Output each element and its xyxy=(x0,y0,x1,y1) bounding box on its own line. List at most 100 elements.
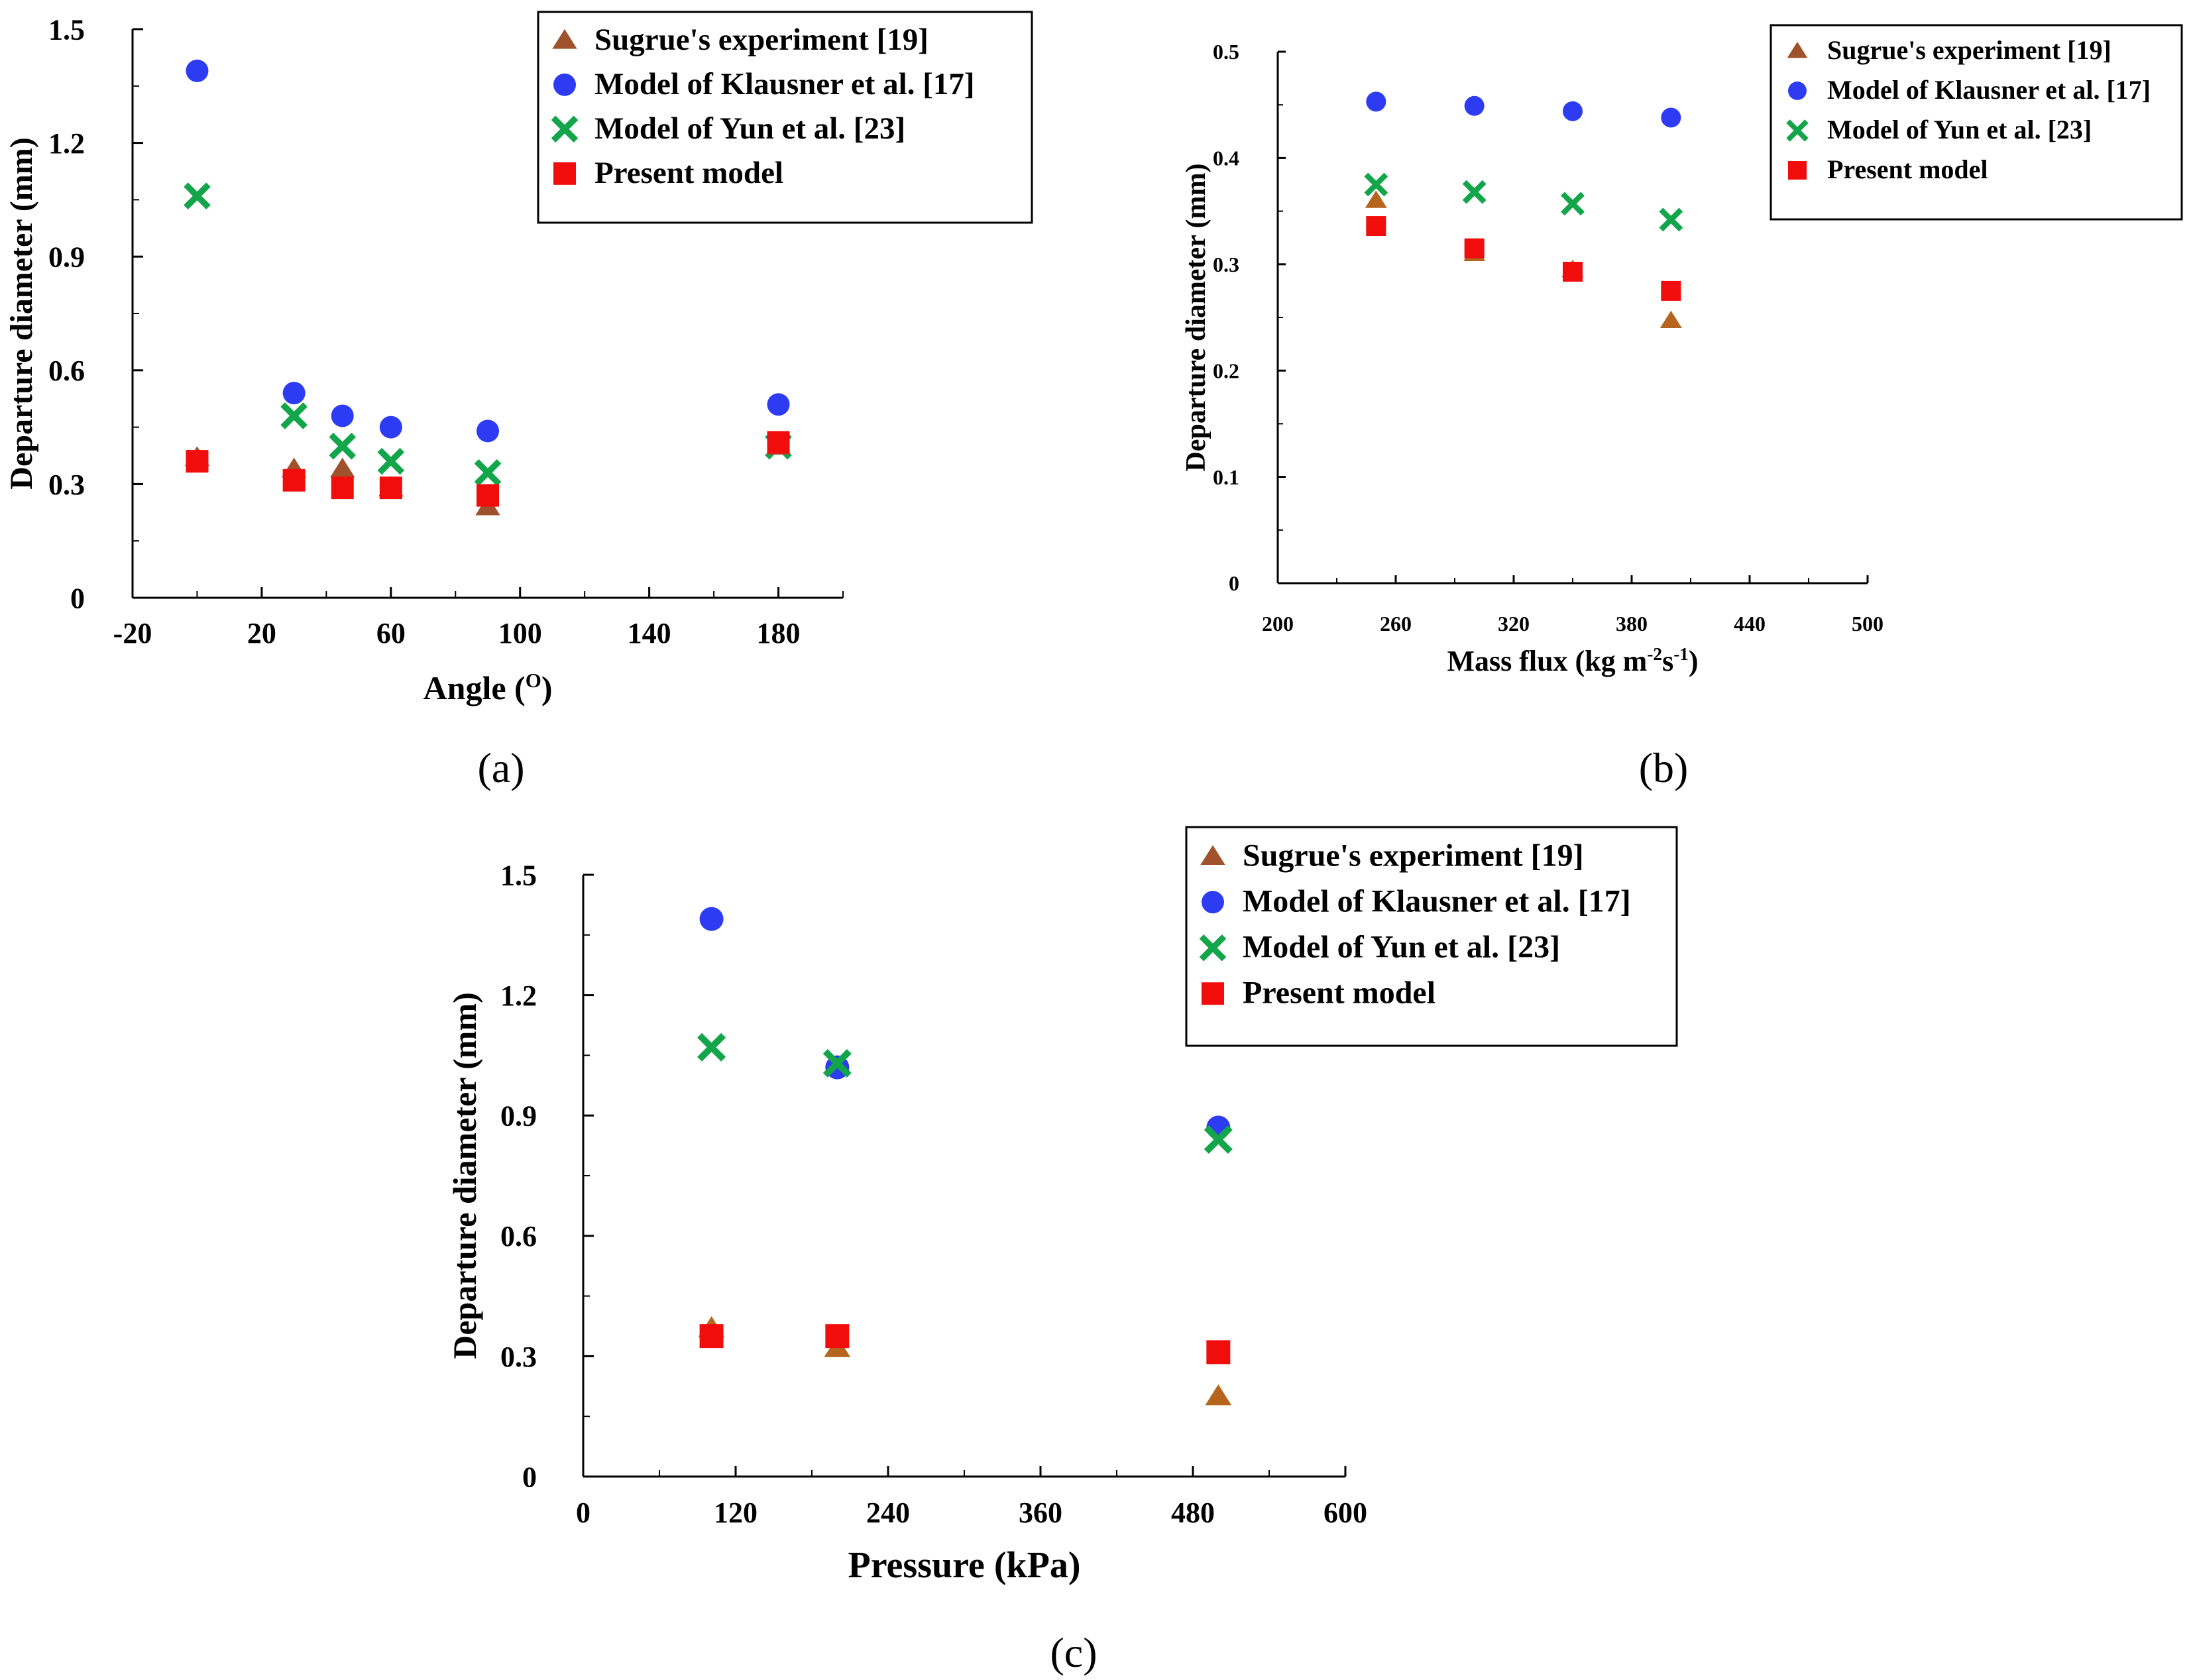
point-present xyxy=(825,1324,850,1349)
x-tick-label: 100 xyxy=(498,617,542,649)
point-present xyxy=(282,469,306,492)
point-klausner xyxy=(1563,101,1583,121)
point-klausner xyxy=(331,404,354,427)
x-tick-label: 480 xyxy=(1171,1496,1215,1529)
y-tick-label: 0 xyxy=(70,582,85,614)
point-yun xyxy=(697,1033,726,1062)
x-axis-title: Mass flux (kg m-2s-1) xyxy=(1447,644,1698,677)
legend-label-klausner: Model of Klausner et al. [17] xyxy=(1243,884,1631,919)
y-tick-label: 0.3 xyxy=(1213,252,1239,276)
y-tick-label: 1.2 xyxy=(48,127,85,160)
panel-a: -20 20 60 100 140 180 0 0.3 0.6 0.9 1.2 1.5 Angle (O… xyxy=(4,11,1033,706)
y-tick-label: 0.5 xyxy=(1213,40,1239,64)
x-tick-label: 320 xyxy=(1498,612,1530,636)
legend-marker-present xyxy=(1788,161,1807,180)
y-tick-label: 0.6 xyxy=(500,1220,537,1253)
legend-marker-yun xyxy=(1199,934,1227,962)
y-tick-label: 0.9 xyxy=(48,241,85,274)
legend-marker-yun xyxy=(1786,119,1809,142)
y-tick-label: 0 xyxy=(1229,571,1239,595)
x-tick-label: 360 xyxy=(1019,1496,1062,1529)
x-tick-label: 20 xyxy=(247,617,276,649)
point-klausner xyxy=(767,393,790,416)
x-tick-label: 0 xyxy=(576,1496,590,1529)
y-tick-label: 0.3 xyxy=(48,469,85,501)
point-klausner xyxy=(186,59,209,82)
caption-b: (b) xyxy=(1639,744,1689,791)
legend: Sugrue's experiment [19] Model of Klausne… xyxy=(537,11,1033,224)
point-yun xyxy=(474,459,502,486)
legend-label-sugrue: Sugrue's experiment [19] xyxy=(594,23,928,57)
legend: Sugrue's experiment [19] Model of Klausne… xyxy=(1185,826,1678,1047)
y-tick-label: 0.3 xyxy=(500,1341,537,1373)
legend-marker-sugrue xyxy=(1200,845,1225,865)
point-klausner xyxy=(282,382,306,405)
x-axis-title: Pressure (kPa) xyxy=(848,1545,1081,1586)
point-yun xyxy=(377,447,405,475)
y-tick-label: 0.4 xyxy=(1213,146,1239,170)
legend-label-present: Present model xyxy=(594,156,783,190)
x-axis-title: Angle (O) xyxy=(423,669,553,706)
legend-label-klausner: Model of Klausner et al. [17] xyxy=(1827,75,2151,105)
y-tick-label: 0.1 xyxy=(1213,465,1239,489)
point-klausner xyxy=(1464,95,1485,116)
point-klausner xyxy=(379,416,402,439)
x-tick-label: 380 xyxy=(1616,612,1648,636)
legend-label-klausner: Model of Klausner et al. [17] xyxy=(594,67,975,101)
point-present xyxy=(477,484,499,507)
legend-label-yun: Model of Yun et al. [23] xyxy=(1827,115,2092,144)
caption-c: (c) xyxy=(1050,1629,1097,1676)
legend-label-present: Present model xyxy=(1243,976,1435,1011)
series-yun xyxy=(1364,172,1683,232)
point-present xyxy=(331,476,354,500)
series-sugrue xyxy=(698,1316,1232,1406)
point-present xyxy=(1464,238,1485,258)
point-klausner xyxy=(699,907,724,931)
y-axis-title: Departure diameter (mm) xyxy=(4,137,39,489)
series-present xyxy=(186,431,790,507)
x-tick-label: 120 xyxy=(714,1496,758,1529)
x-tick-label: 200 xyxy=(1262,612,1294,636)
series-klausner xyxy=(186,59,790,443)
x-tick-label: 60 xyxy=(376,617,406,649)
legend-marker-present xyxy=(553,162,576,185)
x-tick-label: 440 xyxy=(1734,612,1766,636)
legend-box xyxy=(1770,24,2183,221)
point-present xyxy=(1366,216,1386,237)
series-present xyxy=(1366,216,1681,301)
legend-marker-yun xyxy=(551,115,579,143)
point-sugrue xyxy=(330,457,355,478)
legend-marker-sugrue xyxy=(552,28,577,49)
series-yun xyxy=(697,1033,1233,1154)
legend-box xyxy=(537,11,1033,224)
panel-c: 0 120 240 360 480 600 0 0.3 0.6 0.9 1.2 1.5 Pressure… xyxy=(446,826,1678,1586)
legend-label-sugrue: Sugrue's experiment [19] xyxy=(1827,35,2111,65)
point-yun xyxy=(329,432,357,460)
series-klausner xyxy=(699,907,1231,1140)
y-tick-label: 1.5 xyxy=(500,859,537,891)
point-yun xyxy=(1204,1125,1233,1154)
point-present xyxy=(1206,1340,1231,1365)
legend-box xyxy=(1185,826,1678,1047)
point-yun xyxy=(1364,172,1388,197)
x-tick-label: 140 xyxy=(628,617,671,649)
x-tick-label: 600 xyxy=(1323,1496,1367,1529)
point-klausner xyxy=(1661,107,1681,128)
legend-label-present: Present model xyxy=(1827,154,1988,184)
point-yun xyxy=(1659,207,1683,232)
legend-label-sugrue: Sugrue's experiment [19] xyxy=(1243,838,1584,873)
point-present xyxy=(186,450,209,473)
legend-marker-klausner xyxy=(553,73,576,96)
point-yun xyxy=(1462,180,1487,204)
point-present xyxy=(1563,262,1583,282)
point-present xyxy=(1661,280,1681,301)
y-tick-label: 1.5 xyxy=(48,13,85,46)
point-klausner xyxy=(1366,91,1386,112)
point-sugrue xyxy=(1659,310,1682,329)
legend-marker-sugrue xyxy=(1787,42,1808,58)
x-tick-label: 260 xyxy=(1380,612,1412,636)
legend-marker-klausner xyxy=(1202,891,1224,914)
point-klausner xyxy=(477,420,499,443)
series-klausner xyxy=(1366,91,1681,128)
